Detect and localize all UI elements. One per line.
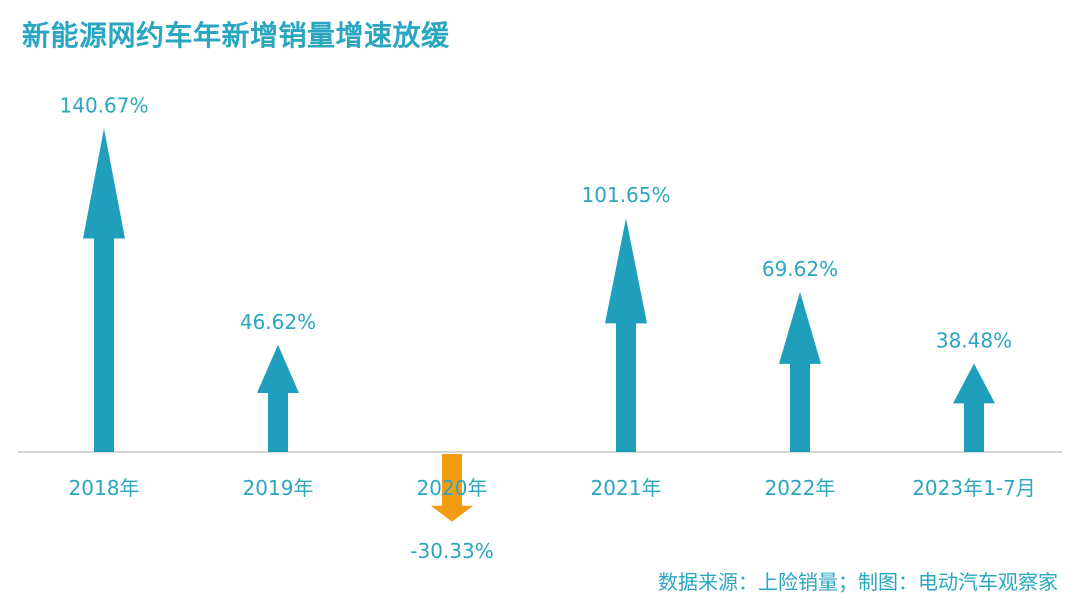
value-label-2: -30.33% — [410, 539, 493, 563]
category-label-3: 2021年 — [591, 476, 662, 500]
growth-arrow-2 — [431, 454, 473, 522]
source-note: 数据来源：上险销量；制图：电动汽车观察家 — [658, 570, 1058, 594]
value-label-3: 101.65% — [582, 183, 671, 207]
category-label-2: 2020年 — [417, 476, 488, 500]
value-label-1: 46.62% — [240, 310, 316, 334]
growth-arrow-3 — [605, 218, 647, 452]
growth-arrow-5 — [953, 363, 995, 452]
chart-title: 新能源网约车年新增销量增速放缓 — [22, 19, 450, 52]
category-label-4: 2022年 — [765, 476, 836, 500]
growth-arrow-4 — [779, 291, 821, 452]
category-label-5: 2023年1-7月 — [912, 476, 1036, 500]
growth-arrow-1 — [257, 344, 299, 452]
growth-arrow-0 — [83, 128, 125, 453]
value-label-4: 69.62% — [762, 257, 838, 281]
value-label-0: 140.67% — [60, 93, 149, 117]
category-label-0: 2018年 — [69, 476, 140, 500]
category-label-1: 2019年 — [243, 476, 314, 500]
value-label-5: 38.48% — [936, 328, 1012, 352]
